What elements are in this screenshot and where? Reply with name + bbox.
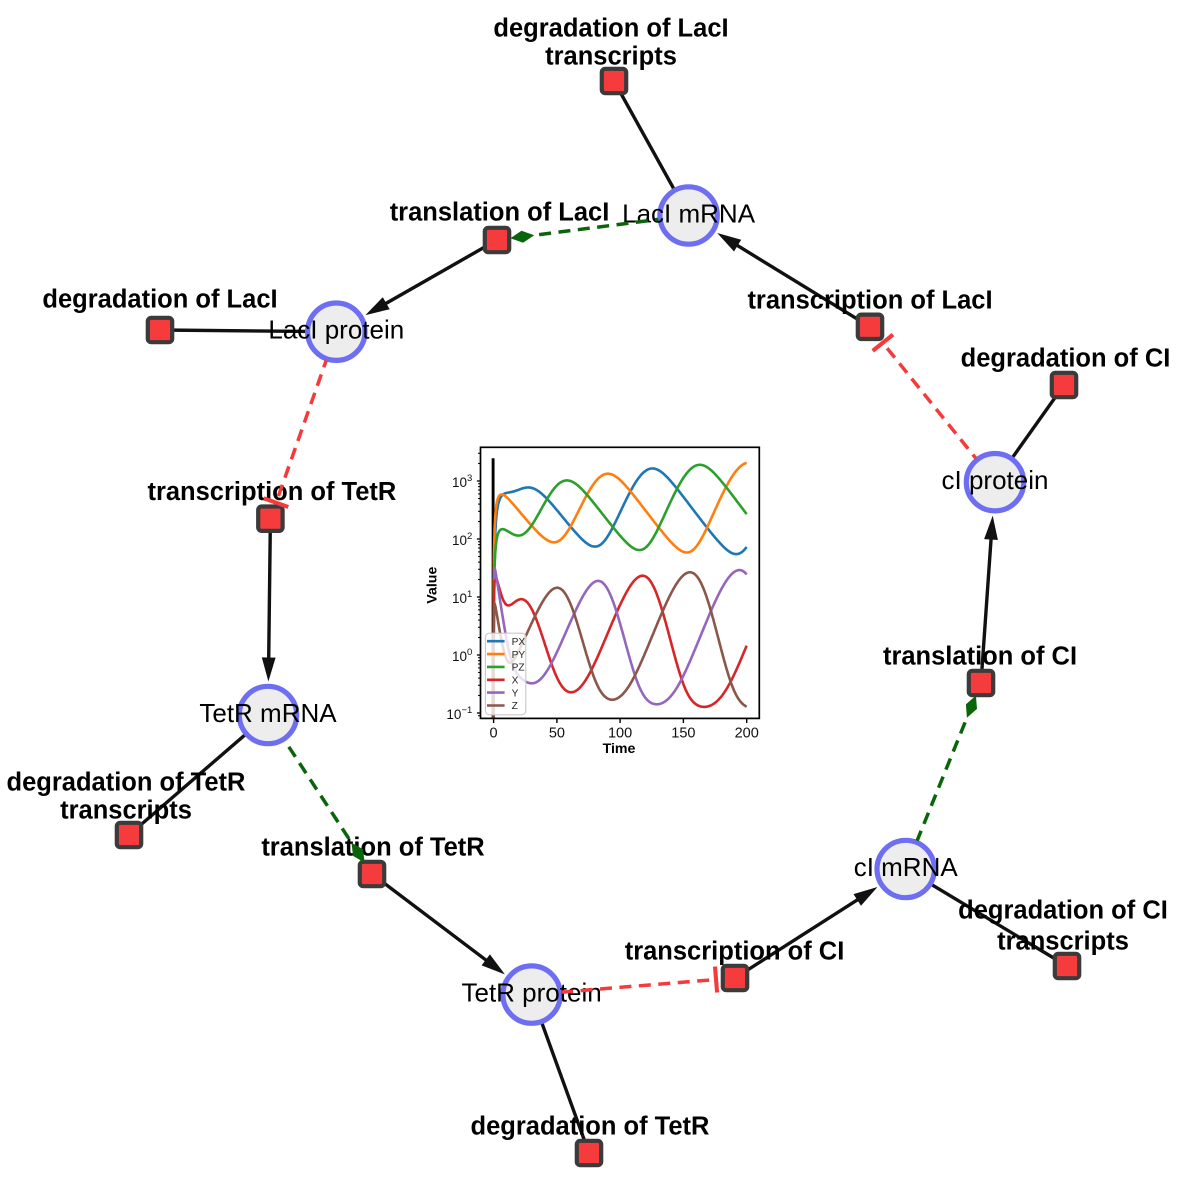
svg-text:200: 200 — [735, 725, 759, 741]
svg-text:degradation of CI: degradation of CI — [958, 897, 1168, 925]
svg-text:translation of LacI: translation of LacI — [390, 199, 610, 227]
svg-text:transcripts: transcripts — [60, 797, 192, 825]
svg-text:cI protein: cI protein — [942, 465, 1049, 495]
svg-text:0: 0 — [490, 725, 498, 741]
svg-text:Time: Time — [603, 741, 636, 757]
svg-text:TetR protein: TetR protein — [462, 978, 602, 1008]
svg-text:degradation of LacI: degradation of LacI — [42, 286, 277, 314]
svg-text:50: 50 — [549, 725, 565, 741]
svg-text:transcripts: transcripts — [545, 43, 677, 71]
svg-text:100: 100 — [608, 725, 632, 741]
svg-text:translation of CI: translation of CI — [883, 643, 1077, 671]
svg-text:150: 150 — [671, 725, 695, 741]
svg-text:Z: Z — [512, 701, 518, 712]
svg-text:degradation of CI: degradation of CI — [961, 345, 1171, 373]
svg-text:translation of TetR: translation of TetR — [261, 834, 484, 862]
svg-text:transcription of LacI: transcription of LacI — [747, 286, 992, 314]
svg-text:cI mRNA: cI mRNA — [854, 852, 959, 882]
svg-text:PY: PY — [512, 650, 526, 661]
svg-text:Value: Value — [424, 567, 440, 604]
svg-text:TetR mRNA: TetR mRNA — [199, 698, 337, 728]
svg-text:PX: PX — [512, 637, 526, 648]
svg-text:transcription of CI: transcription of CI — [625, 938, 845, 966]
svg-text:degradation of TetR: degradation of TetR — [471, 1113, 710, 1141]
svg-text:transcripts: transcripts — [997, 928, 1129, 956]
svg-text:degradation of TetR: degradation of TetR — [7, 769, 246, 797]
svg-text:X: X — [512, 676, 519, 687]
svg-text:Y: Y — [512, 688, 519, 699]
svg-text:LacI protein: LacI protein — [268, 315, 404, 345]
svg-text:degradation of LacI: degradation of LacI — [493, 15, 728, 43]
svg-text:PZ: PZ — [512, 663, 525, 674]
svg-text:LacI mRNA: LacI mRNA — [622, 199, 756, 229]
